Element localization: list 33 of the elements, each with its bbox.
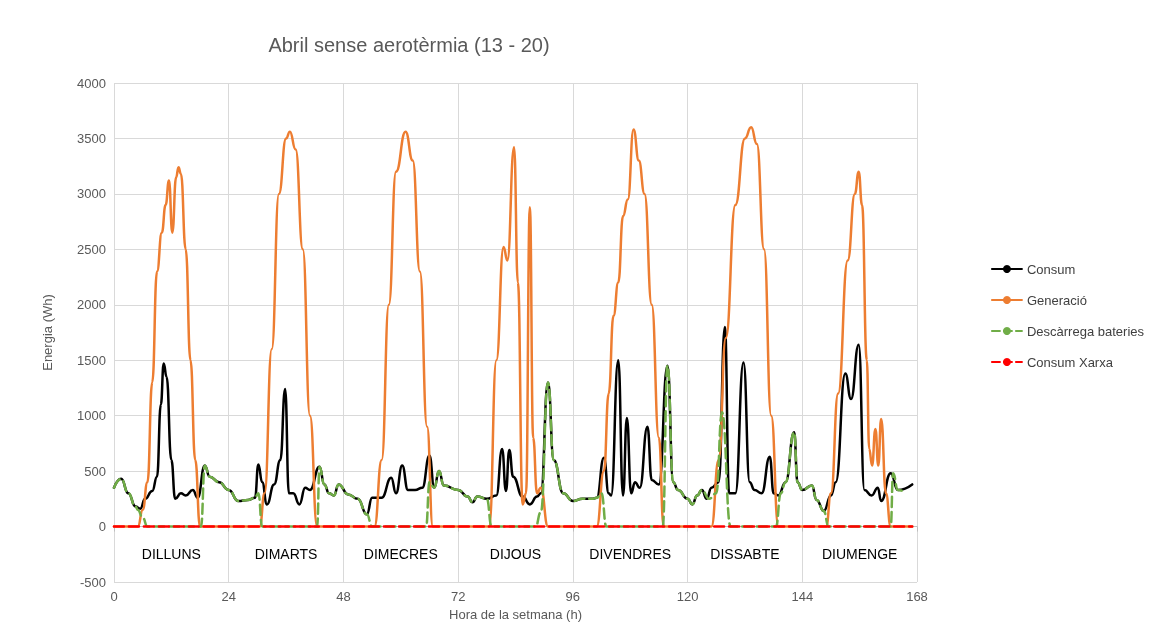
annotation: DIJOUS: [489, 546, 542, 563]
y-tick-label: 1500: [77, 352, 106, 368]
y-tick-label: -500: [79, 574, 106, 590]
annotation: DIVENDRES: [589, 546, 672, 563]
x-tick-label: 72: [450, 589, 466, 604]
y-tick-label: 2500: [77, 241, 106, 257]
x-tick-label: 168: [906, 589, 928, 604]
line-series: [112, 364, 904, 528]
x-tick-label: 144: [791, 589, 814, 604]
legend-label: Descàrrega bateries: [1026, 323, 1145, 339]
x-tick-label: 0: [110, 589, 118, 604]
y-tick-label: 500: [84, 463, 106, 479]
y-axis-title: Energia (Wh): [40, 294, 55, 371]
chart-title: Abril sense aerotèrmia (13 - 20): [268, 34, 550, 56]
y-tick-label: 2000: [77, 297, 106, 313]
y-tick-label: 4000: [77, 75, 106, 91]
legend-label: Consum Xarxa: [1026, 354, 1114, 370]
x-tick-label: 120: [676, 589, 699, 604]
annotation: DILLUNS: [141, 546, 201, 563]
y-tick-label: 3500: [77, 130, 106, 146]
annotation: DIMECRES: [363, 546, 438, 563]
y-tick-label: 1000: [77, 408, 106, 424]
x-tick-label: 24: [221, 589, 236, 604]
x-tick-label: 96: [565, 589, 581, 604]
y-tick-label: 0: [98, 519, 106, 535]
legend-label: Generació: [1026, 292, 1087, 308]
annotation: DIUMENGE: [821, 546, 898, 563]
legend-label: Consum: [1026, 261, 1076, 277]
y-tick-label: 3000: [77, 186, 106, 202]
annotation: DIMARTS: [254, 546, 318, 563]
x-axis-title: Hora de la setmana (h): [449, 606, 582, 622]
annotation: DISSABTE: [710, 546, 780, 563]
x-tick-label: 48: [336, 589, 351, 604]
